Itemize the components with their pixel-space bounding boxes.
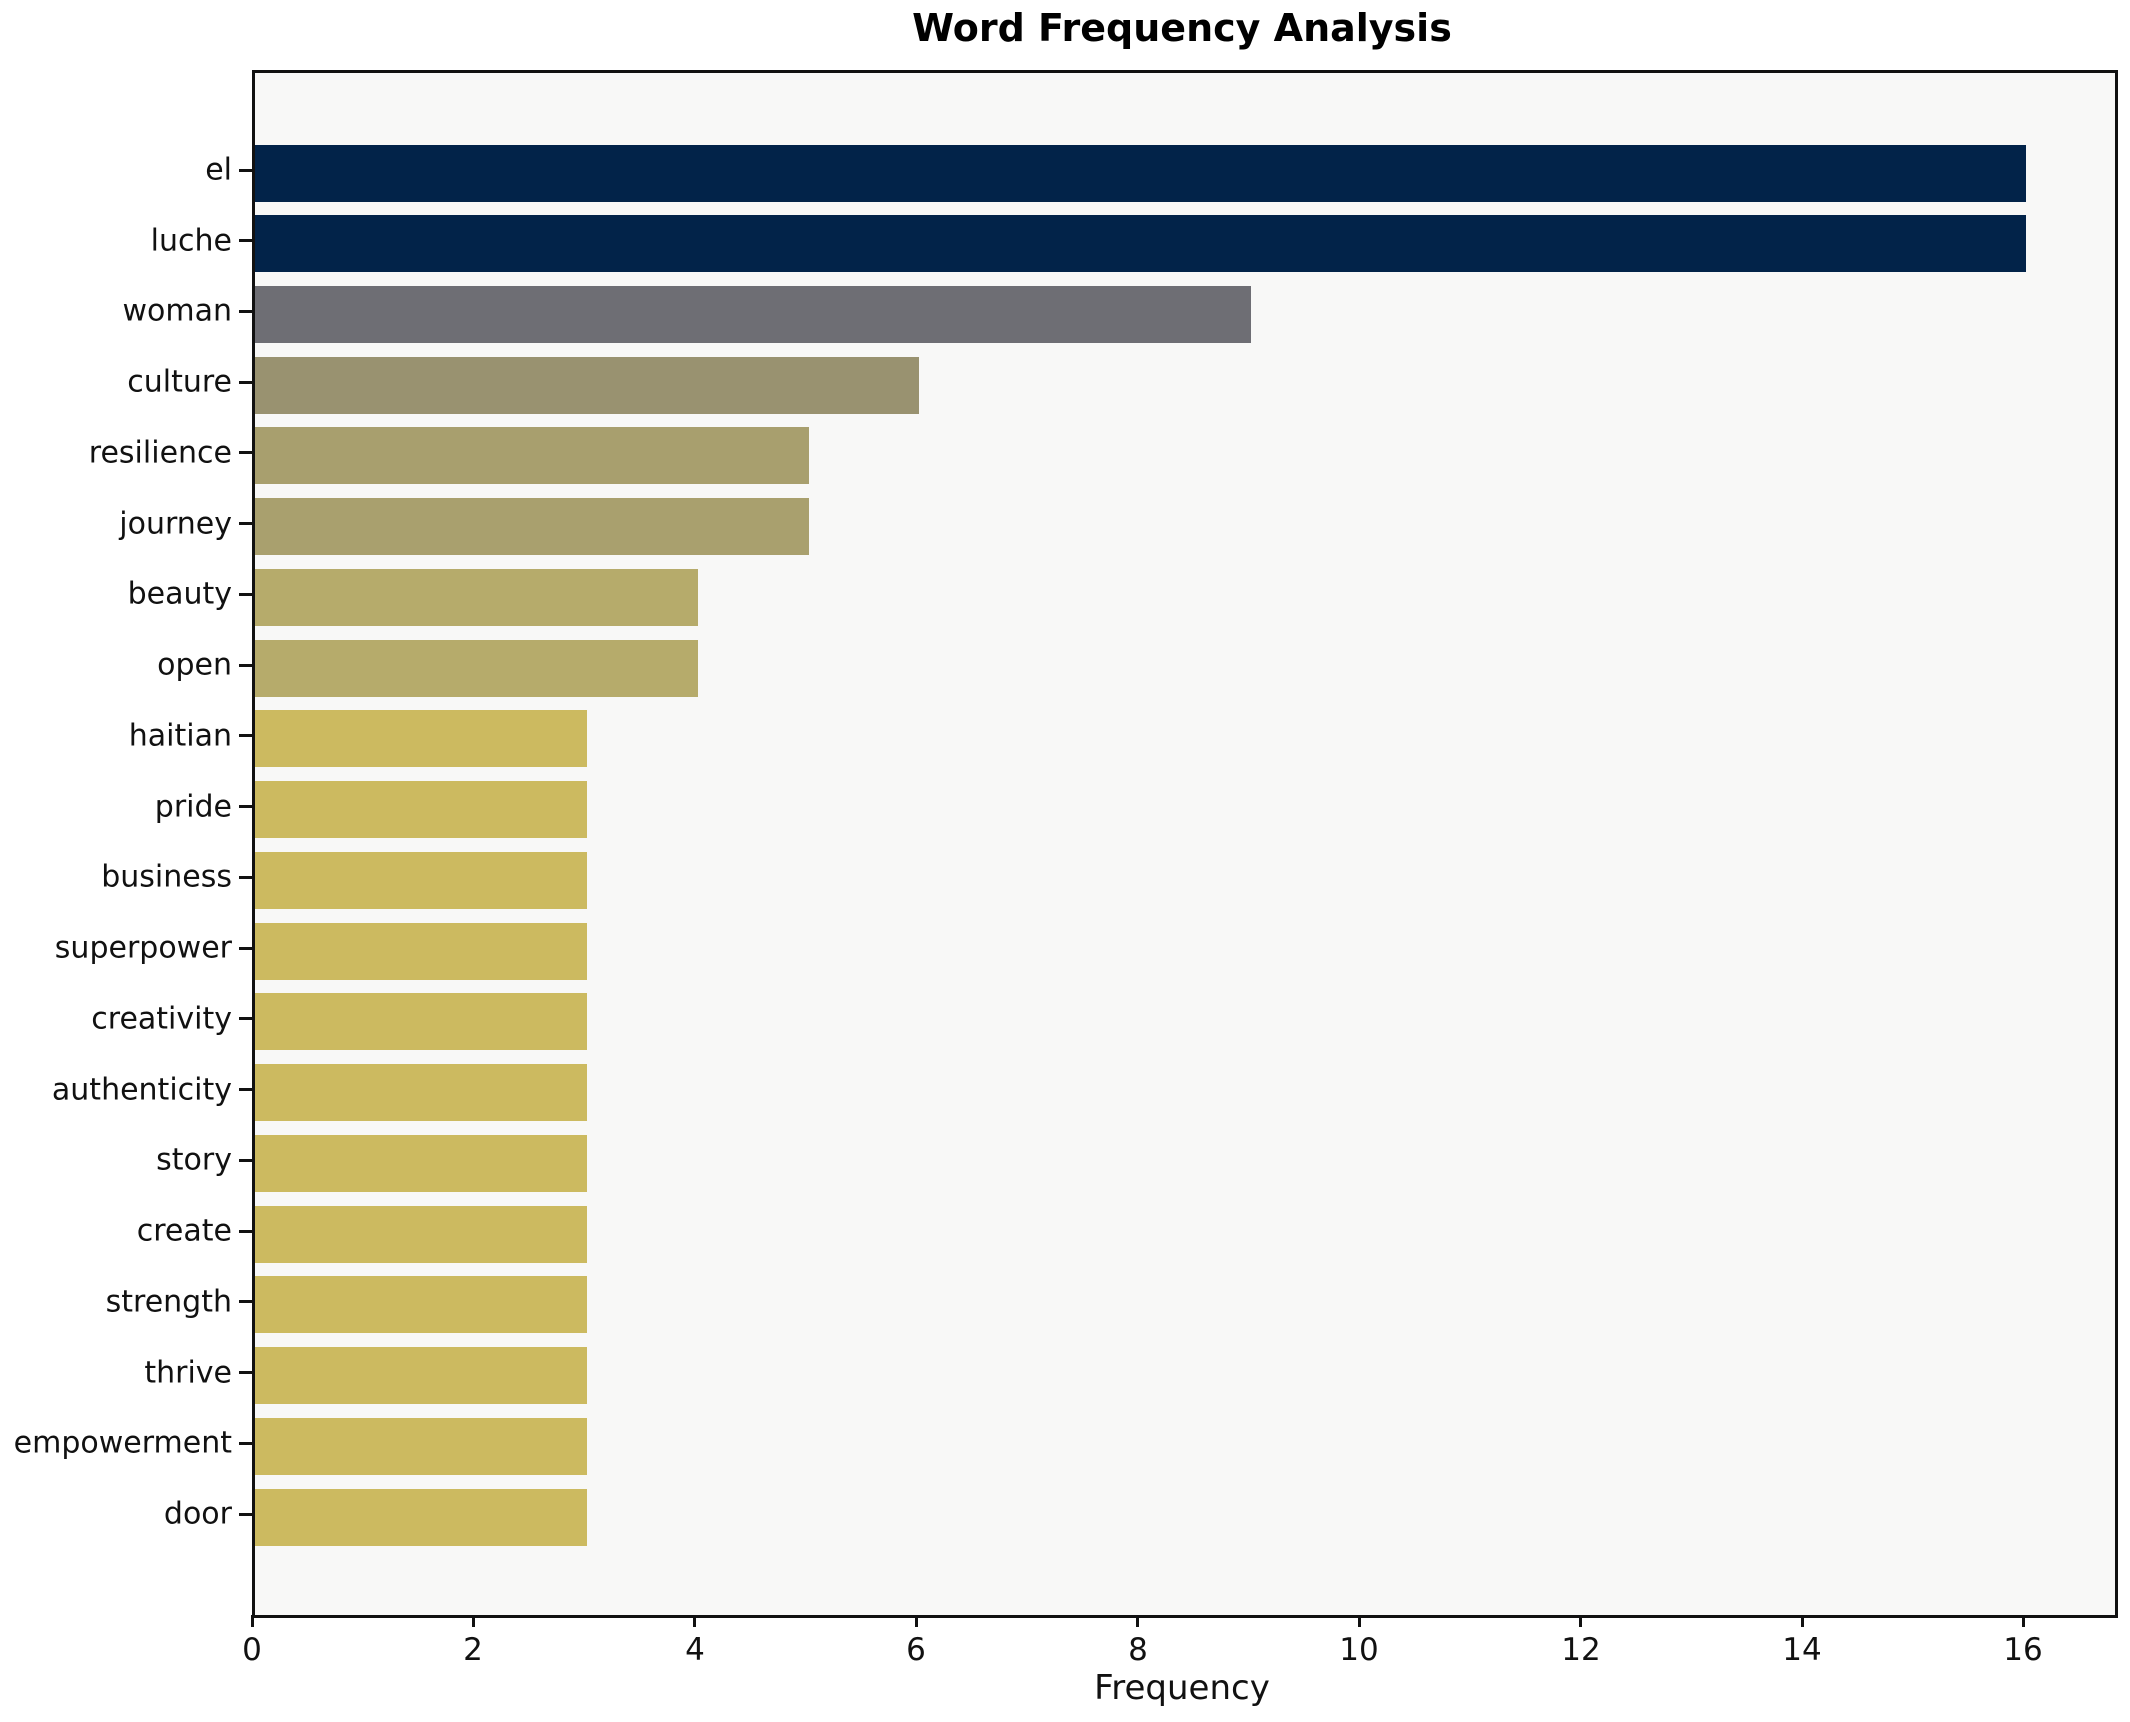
x-tick-mark-14 [1801,1615,1804,1627]
bar-door [255,1489,587,1546]
y-tick-label-superpower: superpower [54,930,232,966]
y-tick-mark-story [239,1159,252,1162]
y-tick-mark-door [239,1513,252,1516]
y-tick-label-story: story [156,1142,232,1178]
y-tick-mark-culture [239,381,252,384]
y-tick-mark-thrive [239,1371,252,1374]
x-tick-mark-8 [1136,1615,1139,1627]
y-tick-mark-beauty [239,593,252,596]
y-tick-mark-pride [239,805,252,808]
bar-creativity [255,993,587,1050]
bar-superpower [255,923,587,980]
y-tick-mark-create [239,1230,252,1233]
bar-business [255,852,587,909]
bar-empowerment [255,1418,587,1475]
x-tick-mark-12 [1579,1615,1582,1627]
bar-luche [255,215,2026,272]
y-tick-label-pride: pride [154,789,232,825]
x-tick-label-10: 10 [1339,1632,1379,1668]
bar-haitian [255,710,587,767]
y-tick-mark-strength [239,1300,252,1303]
y-tick-label-resilience: resilience [88,435,232,471]
bar-create [255,1206,587,1263]
x-tick-mark-4 [693,1615,696,1627]
y-tick-label-authenticity: authenticity [51,1072,232,1108]
bar-resilience [255,427,809,484]
x-tick-label-8: 8 [1128,1632,1148,1668]
bar-el [255,145,2026,202]
y-tick-label-create: create [136,1213,232,1249]
y-tick-mark-authenticity [239,1088,252,1091]
y-tick-label-beauty: beauty [127,576,232,612]
x-tick-label-16: 16 [2003,1632,2043,1668]
y-tick-mark-creativity [239,1017,252,1020]
y-tick-label-el: el [205,152,232,188]
bar-story [255,1135,587,1192]
bar-open [255,640,698,697]
bar-beauty [255,569,698,626]
x-tick-mark-16 [2022,1615,2025,1627]
y-tick-mark-resilience [239,451,252,454]
bar-pride [255,781,587,838]
x-tick-label-6: 6 [906,1632,926,1668]
x-tick-label-2: 2 [463,1632,483,1668]
bar-culture [255,357,919,414]
y-tick-mark-journey [239,522,252,525]
x-tick-mark-0 [251,1615,254,1627]
bar-thrive [255,1347,587,1404]
y-tick-label-empowerment: empowerment [13,1425,232,1461]
y-tick-label-business: business [101,859,232,895]
x-tick-label-0: 0 [242,1632,262,1668]
y-tick-label-woman: woman [122,293,232,329]
x-tick-mark-10 [1358,1615,1361,1627]
y-tick-mark-luche [239,239,252,242]
y-tick-mark-superpower [239,947,252,950]
y-tick-label-luche: luche [150,223,232,259]
y-tick-mark-business [239,876,252,879]
x-tick-label-4: 4 [685,1632,705,1668]
x-tick-mark-6 [915,1615,918,1627]
plot-area [252,70,2118,1618]
y-tick-mark-haitian [239,734,252,737]
y-tick-label-door: door [163,1496,232,1532]
y-tick-label-journey: journey [119,506,232,542]
y-tick-mark-el [239,169,252,172]
chart-title: Word Frequency Analysis [912,6,1452,50]
bar-woman [255,286,1251,343]
y-tick-mark-open [239,664,252,667]
y-tick-label-strength: strength [105,1284,232,1320]
x-tick-label-14: 14 [1782,1632,1822,1668]
x-tick-mark-2 [472,1615,475,1627]
bar-authenticity [255,1064,587,1121]
y-tick-label-haitian: haitian [128,718,232,754]
y-tick-mark-woman [239,310,252,313]
y-tick-label-culture: culture [127,364,232,400]
x-tick-label-12: 12 [1561,1632,1601,1668]
y-tick-mark-empowerment [239,1442,252,1445]
bar-journey [255,498,809,555]
y-tick-label-open: open [157,647,232,683]
x-axis-label: Frequency [1094,1668,1270,1708]
y-tick-label-thrive: thrive [144,1355,232,1391]
bar-strength [255,1276,587,1333]
y-tick-label-creativity: creativity [91,1001,232,1037]
